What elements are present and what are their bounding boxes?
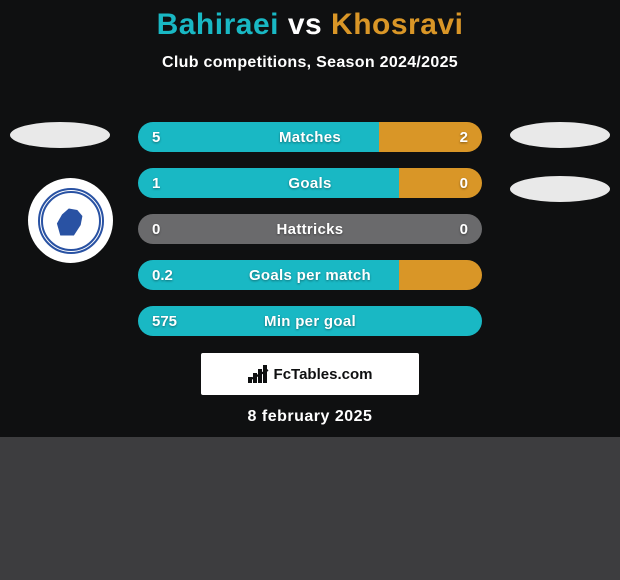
club-badge-ring xyxy=(38,188,104,254)
player2-photo-placeholder-2 xyxy=(510,176,610,202)
stat-row: 10Goals xyxy=(138,168,482,198)
branding-badge: FcTables.com xyxy=(201,353,419,395)
player2-photo-placeholder-1 xyxy=(510,122,610,148)
vs-text: vs xyxy=(288,8,322,41)
stat-row: 52Matches xyxy=(138,122,482,152)
stat-label: Hattricks xyxy=(138,214,482,244)
player2-name: Khosravi xyxy=(331,8,463,41)
title: Bahiraei vs Khosravi xyxy=(0,8,620,42)
subtitle: Club competitions, Season 2024/2025 xyxy=(0,54,620,72)
stat-row: 0.2Goals per match xyxy=(138,260,482,290)
stat-bars: 52Matches 10Goals 00Hattricks 0.2Goals per … xyxy=(138,122,482,352)
club-badge xyxy=(28,178,113,263)
stat-label: Min per goal xyxy=(138,306,482,336)
branding-text: FcTables.com xyxy=(274,366,373,383)
chart-icon xyxy=(248,365,268,383)
stat-label: Goals per match xyxy=(138,260,482,290)
club-badge-emblem xyxy=(54,206,88,236)
player1-photo-placeholder xyxy=(10,122,110,148)
player1-name: Bahiraei xyxy=(157,8,279,41)
comparison-card: Bahiraei vs Khosravi Club competitions, … xyxy=(0,0,620,437)
date-text: 8 february 2025 xyxy=(0,408,620,426)
stat-label: Goals xyxy=(138,168,482,198)
stat-label: Matches xyxy=(138,122,482,152)
stat-row: 575Min per goal xyxy=(138,306,482,336)
stat-row: 00Hattricks xyxy=(138,214,482,244)
